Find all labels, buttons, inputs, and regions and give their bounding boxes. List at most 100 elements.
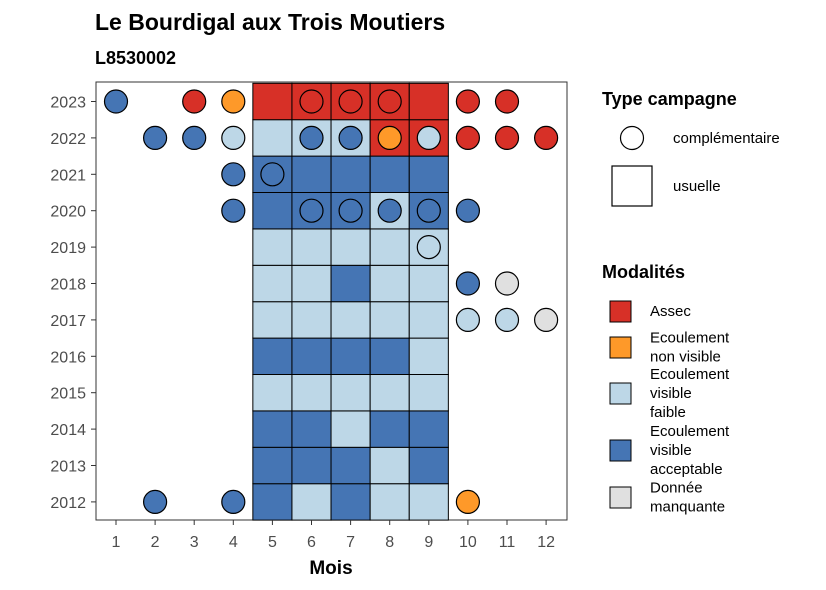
point-2020-8 — [377, 198, 402, 223]
point-2023-6 — [299, 89, 324, 114]
point-2023-3 — [182, 89, 207, 114]
tile-2019-9 — [408, 228, 449, 266]
y-tick-label-2020: 2020 — [50, 204, 86, 221]
tile-2012-8 — [369, 483, 410, 521]
tile-2023-5 — [252, 82, 293, 121]
point-2017-11 — [494, 307, 520, 332]
chart-subtitle: L8530002 — [95, 48, 176, 68]
x-tick-label-2: 2 — [151, 534, 160, 551]
legend-label-ecoulement_non_visible: Ecoulement non visible — [650, 330, 730, 366]
tile-2019-7 — [330, 228, 371, 266]
point-2022-4 — [221, 125, 246, 150]
legend-label-complementaire: complémentaire — [673, 130, 780, 147]
tile-2023-9 — [408, 82, 449, 121]
tile-2019-5 — [252, 228, 293, 266]
y-tick-label-2023: 2023 — [50, 95, 86, 112]
point-2023-10 — [455, 89, 480, 114]
point-2023-4 — [221, 89, 246, 114]
y-tick-label-2021: 2021 — [50, 167, 86, 184]
legend-swatch-donnee_manquante — [609, 486, 632, 509]
legend-swatch-assec — [609, 300, 632, 323]
x-tick-label-7: 7 — [346, 534, 355, 551]
point-2012-2 — [143, 489, 168, 514]
chart-title: Le Bourdigal aux Trois Moutiers — [95, 9, 445, 35]
tile-2018-6 — [291, 264, 332, 303]
point-2022-3 — [182, 125, 207, 150]
y-tick-label-2019: 2019 — [50, 240, 86, 257]
tile-2019-8 — [369, 228, 410, 266]
point-2022-8 — [377, 125, 402, 150]
tile-2013-8 — [369, 446, 410, 485]
y-tick-label-2017: 2017 — [50, 313, 86, 330]
tile-2015-7 — [330, 374, 371, 412]
point-2020-4 — [221, 198, 246, 223]
point-2019-9 — [416, 235, 441, 260]
tile-2015-6 — [291, 374, 332, 412]
tile-2014-8 — [369, 410, 410, 448]
tile-2020-5 — [252, 192, 293, 230]
x-tick-label-1: 1 — [112, 534, 121, 551]
tile-2013-6 — [291, 446, 332, 485]
complementary-points — [103, 89, 559, 514]
usual-tiles — [252, 82, 449, 521]
tile-2017-8 — [369, 301, 410, 339]
tile-2016-8 — [369, 337, 410, 376]
point-2023-1 — [103, 89, 129, 114]
x-tick-label-11: 11 — [499, 534, 516, 551]
y-tick-label-2016: 2016 — [50, 349, 86, 366]
tile-2021-9 — [408, 155, 449, 194]
y-tick-label-2015: 2015 — [50, 386, 86, 403]
x-tick-label-5: 5 — [268, 534, 277, 551]
y-tick-label-2014: 2014 — [50, 422, 86, 439]
x-tick-label-10: 10 — [459, 534, 477, 551]
tile-2022-5 — [252, 119, 293, 157]
tile-2019-6 — [291, 228, 332, 266]
point-2022-10 — [455, 125, 480, 150]
legend-swatch-ecoulement_acceptable — [609, 439, 632, 462]
point-2017-12 — [533, 307, 559, 332]
tile-2021-6 — [291, 155, 332, 194]
y-tick-label-2012: 2012 — [50, 495, 86, 512]
point-2021-5 — [260, 162, 285, 187]
point-2022-12 — [533, 125, 559, 150]
y-tick-label-2022: 2022 — [50, 131, 86, 148]
tile-2016-7 — [330, 337, 371, 376]
x-tick-label-3: 3 — [190, 534, 199, 551]
point-2023-11 — [494, 89, 520, 114]
point-2022-6 — [299, 125, 324, 150]
tile-2013-5 — [252, 446, 293, 485]
legend-key-complementaire — [619, 125, 645, 151]
tile-2018-8 — [369, 264, 410, 303]
point-2023-8 — [377, 89, 402, 114]
legend-label-donnee_manquante: Donnée manquante — [650, 480, 725, 516]
tile-2015-8 — [369, 374, 410, 412]
y-tick-label-2018: 2018 — [50, 277, 86, 294]
legend-swatch-ecoulement_faible — [609, 382, 632, 405]
tile-2015-5 — [252, 374, 293, 412]
point-2022-2 — [143, 125, 168, 150]
tile-2021-8 — [369, 155, 410, 194]
y-axis: 2012 2013 2014 2015 2016 2017 2018 2019 2020 2021… — [50, 95, 96, 512]
tile-2018-5 — [252, 264, 293, 303]
tile-2015-9 — [408, 374, 449, 412]
tile-2012-7 — [330, 483, 371, 521]
tile-2012-5 — [252, 483, 293, 521]
legend-key-usuelle — [611, 165, 653, 207]
point-2020-9 — [416, 198, 441, 223]
point-2018-11 — [494, 271, 520, 296]
legend-shape-title: Type campagne — [602, 89, 737, 109]
tile-2021-7 — [330, 155, 371, 194]
tile-2013-9 — [408, 446, 449, 485]
point-2012-4 — [221, 489, 246, 514]
point-2018-10 — [455, 271, 480, 296]
legend-color-title: Modalités — [602, 262, 685, 282]
point-2021-4 — [221, 162, 246, 187]
point-2023-7 — [338, 89, 363, 114]
legend-label-usuelle: usuelle — [673, 178, 721, 195]
tile-2017-6 — [291, 301, 332, 339]
x-axis-title: Mois — [309, 558, 352, 579]
tile-2017-7 — [330, 301, 371, 339]
point-2022-9 — [416, 125, 441, 150]
tile-2017-9 — [408, 301, 449, 339]
